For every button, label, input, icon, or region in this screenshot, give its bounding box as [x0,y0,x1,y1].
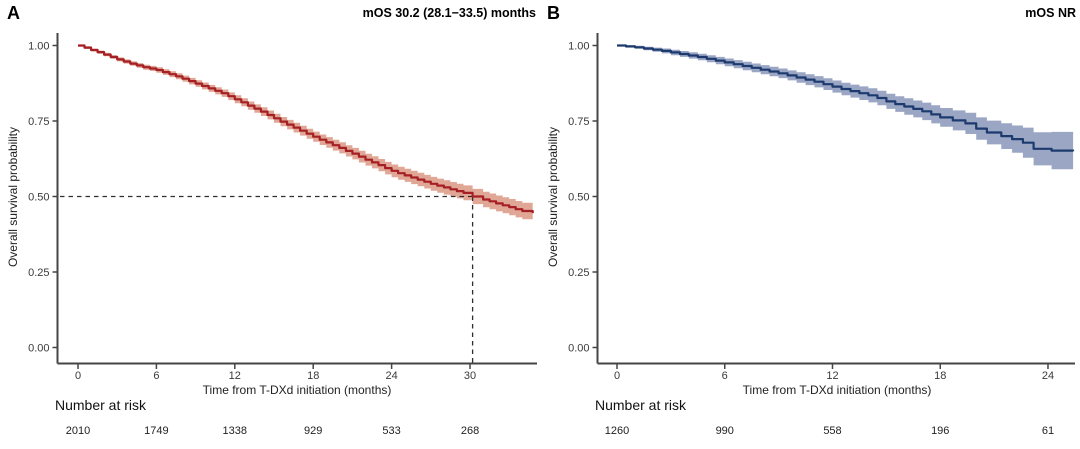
x-tick-label: 18 [307,370,319,382]
risk-count: 2010 [66,425,90,437]
x-tick-label: 30 [464,370,476,382]
confidence-band [617,44,1074,173]
risk-count: 1749 [144,425,168,437]
panel-a-y-axis-title: Overall survival probability [6,126,20,268]
risk-count: 61 [1042,425,1054,437]
y-tick-label: 0.25 [568,267,589,279]
panel-b-number-at-risk-header: Number at risk [595,397,687,413]
panel-b-median-os-title: mOS NR [1025,6,1076,20]
risk-count: 1260 [605,425,629,437]
panel-b: 0 6 12 18 24 1260 990 558 196 61 1.00 0.75 0.50 0.25 0… [540,0,1080,449]
panel-a-number-at-risk-header: Number at risk [55,397,147,413]
risk-count: 196 [931,425,949,437]
risk-count: 558 [823,425,841,437]
y-tick-label: 0.25 [28,267,49,279]
axis-lines [56,33,537,365]
y-tick-label: 0.50 [568,192,589,204]
x-tick-label: 0 [75,370,81,382]
median-reference-dashed-line [60,195,474,363]
panel-b-letter: B [547,3,560,23]
x-tick-label: 6 [153,370,159,382]
risk-count: 268 [461,425,479,437]
x-tick-label: 12 [229,370,241,382]
km-plot-panel-b: 0 6 12 18 24 1260 990 558 196 61 1.00 0.75 0.50 0.25 0… [568,33,1075,437]
x-tick-label: 24 [385,370,397,382]
panel-b-x-axis-title: Time from T-DXd initiation (months) [742,383,932,397]
y-tick-label: 1.00 [568,41,589,53]
survival-curve [78,44,534,214]
risk-count: 533 [382,425,400,437]
panel-a-x-axis-title: Time from T-DXd initiation (months) [202,383,392,397]
panel-a-letter: A [7,3,20,23]
y-tick-label: 0.75 [28,116,49,128]
confidence-band [78,44,533,222]
km-plot-panel-a: 0 6 12 18 24 30 2010 1749 1338 929 533 268 1.00 0.75 0… [28,33,537,437]
y-tick-label: 0.50 [28,192,49,204]
y-tick-label: 1.00 [28,41,49,53]
risk-count: 1338 [223,425,247,437]
panel-a: 0 6 12 18 24 30 2010 1749 1338 929 533 268 1.00 0.75 0… [6,3,537,437]
x-tick-label: 0 [614,370,620,382]
axis-lines [596,33,1075,365]
x-tick-label: 18 [934,370,946,382]
y-tick-label: 0.00 [568,343,589,355]
survival-curve [617,44,1075,152]
risk-count: 929 [304,425,322,437]
x-tick-label: 24 [1042,370,1054,382]
x-tick-label: 6 [722,370,728,382]
y-tick-label: 0.75 [568,116,589,128]
panel-b-y-axis-title: Overall survival probability [546,126,560,268]
risk-count: 990 [716,425,734,437]
x-tick-label: 12 [826,370,838,382]
y-tick-label: 0.00 [28,343,49,355]
panel-a-median-os-title: mOS 30.2 (28.1−33.5) months [362,6,536,20]
